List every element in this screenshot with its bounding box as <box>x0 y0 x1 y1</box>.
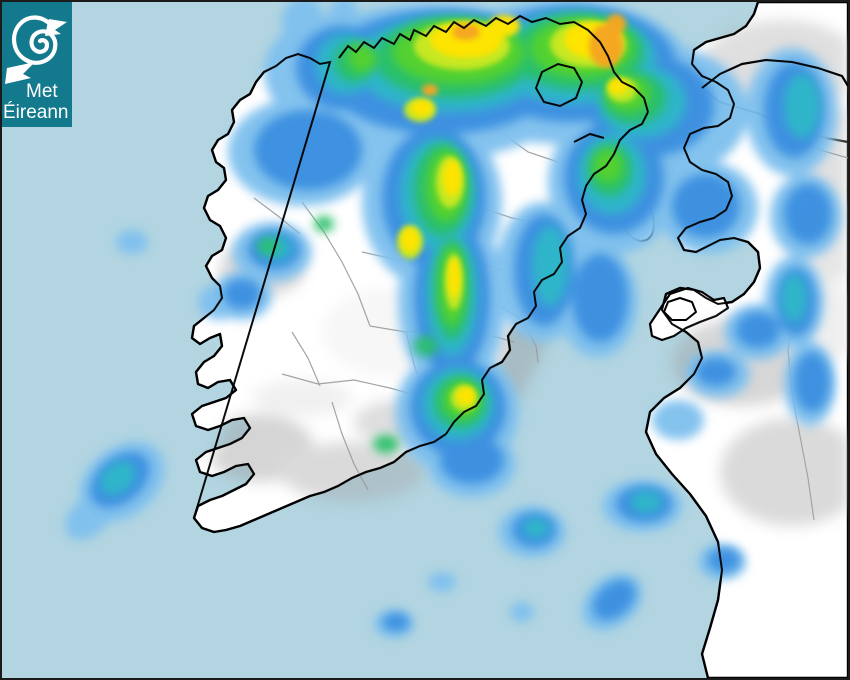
terrain-mid-wales <box>720 418 848 526</box>
coastline-britain-west <box>644 2 762 678</box>
spiral-swirl-icon <box>5 15 67 84</box>
terrain-shannon-estuary <box>252 380 352 416</box>
logo-line-2: Éireann <box>3 102 69 123</box>
landmass-anglesey <box>663 297 697 321</box>
coastline-carlingford <box>573 132 605 143</box>
coastline-sw-scotland <box>701 58 848 89</box>
logo-line-1: Met <box>26 81 58 102</box>
county-border-munster2 <box>331 401 369 491</box>
coastline-ireland-south <box>193 433 447 534</box>
coastline-ireland-north <box>338 14 649 113</box>
terrain-cork-uplands <box>280 442 424 502</box>
coastline-ireland-west <box>190 52 332 519</box>
coastline-overstroke-group <box>190 2 848 678</box>
coastline-lough-neagh <box>534 62 584 108</box>
met-eireann-logo[interactable]: Met Éireann <box>2 2 72 127</box>
county-border-clare <box>291 331 321 387</box>
coastline-ireland-east <box>445 111 649 435</box>
radar-echo-layer-extreme <box>422 14 626 96</box>
